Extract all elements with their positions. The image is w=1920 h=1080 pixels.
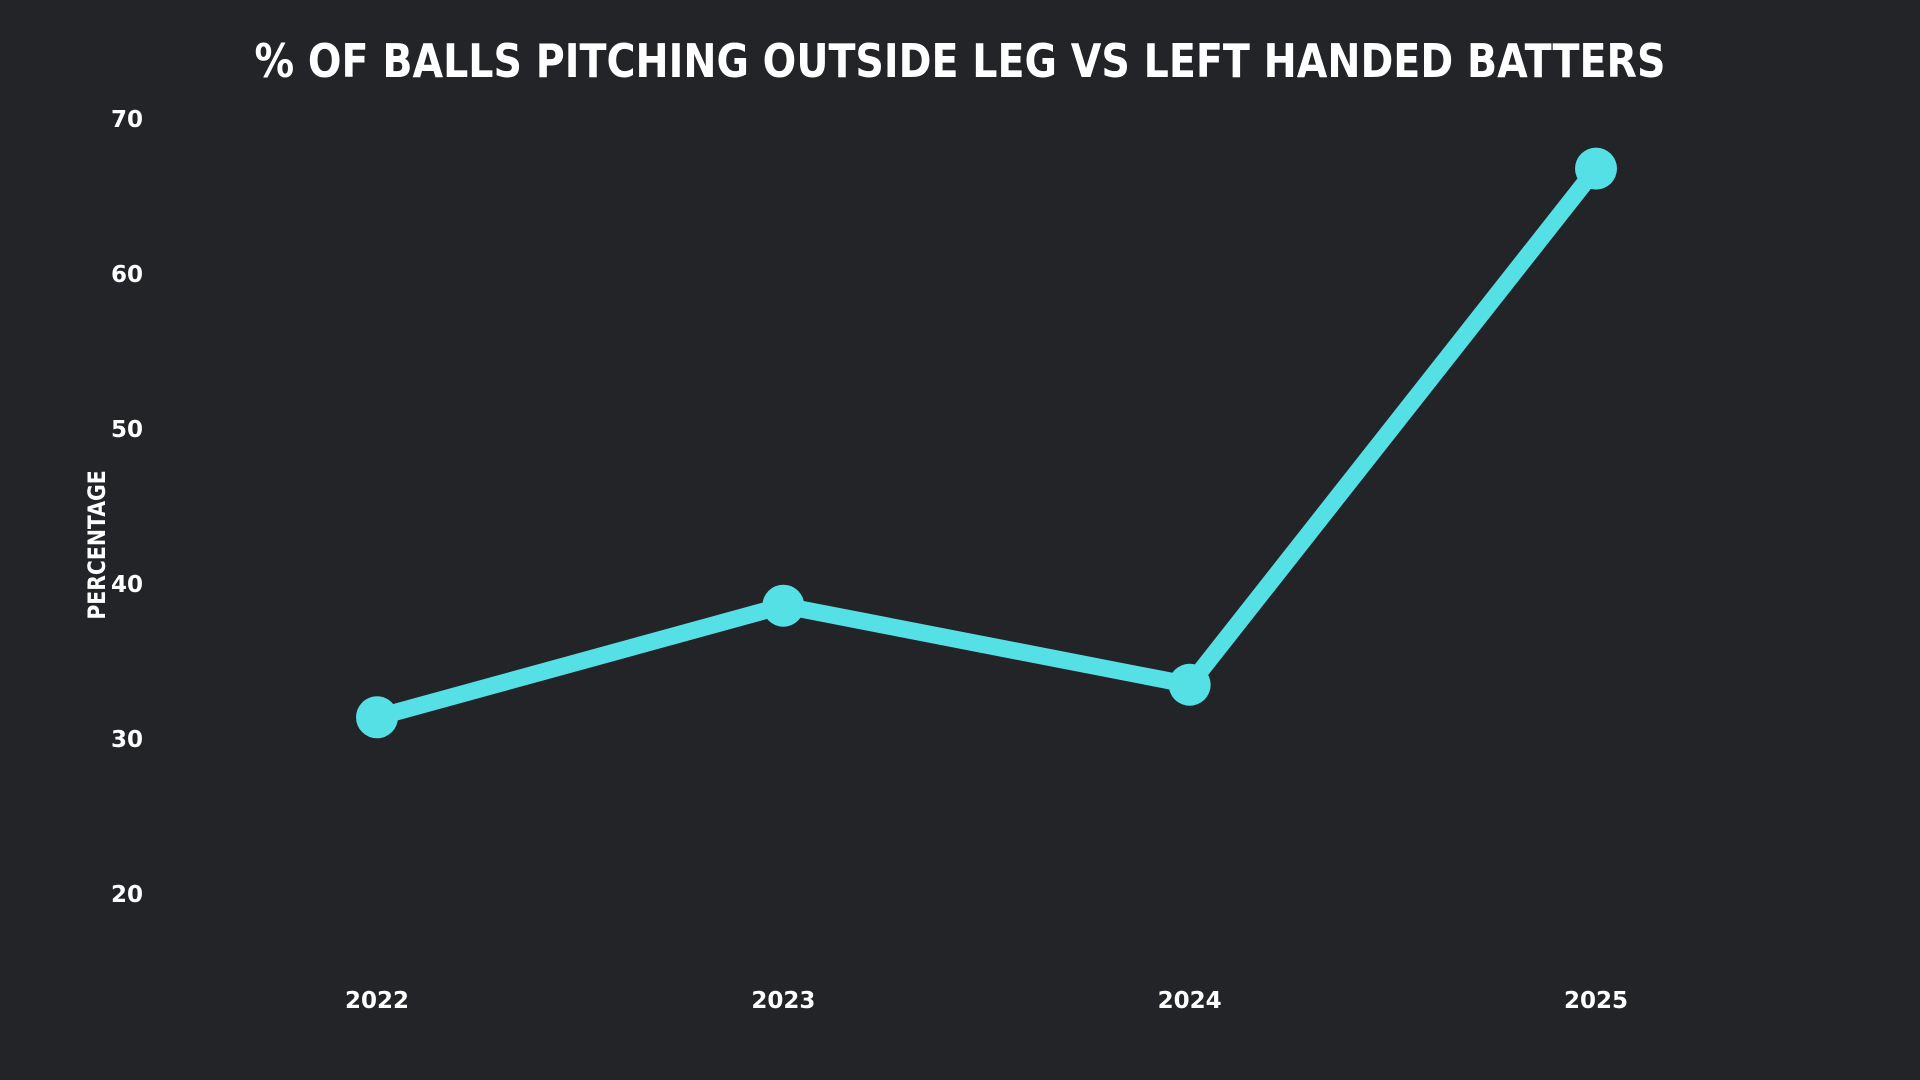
series-line	[368, 160, 1605, 726]
series-layer	[356, 147, 1617, 739]
y-tick-label: 50	[111, 417, 143, 443]
x-tick-label: 2022	[345, 988, 409, 1014]
data-point	[762, 584, 805, 627]
y-tick-label: 40	[111, 572, 143, 598]
y-axis-ticks: 70 60 50 40 30 20	[111, 107, 143, 908]
data-point	[356, 696, 398, 739]
x-axis-ticks: 2022 2023 2024 2025	[345, 988, 1628, 1014]
x-tick-label: 2023	[751, 988, 815, 1014]
y-tick-label: 20	[111, 882, 143, 908]
data-point	[1168, 663, 1211, 706]
y-tick-label: 60	[111, 262, 143, 288]
chart-title: % OF BALLS PITCHING OUTSIDE LEG VS LEFT …	[254, 34, 1666, 88]
y-tick-label: 30	[111, 727, 143, 753]
data-point	[1575, 147, 1617, 190]
y-tick-label: 70	[111, 107, 143, 133]
x-tick-label: 2025	[1564, 988, 1628, 1014]
x-tick-label: 2024	[1158, 988, 1222, 1014]
